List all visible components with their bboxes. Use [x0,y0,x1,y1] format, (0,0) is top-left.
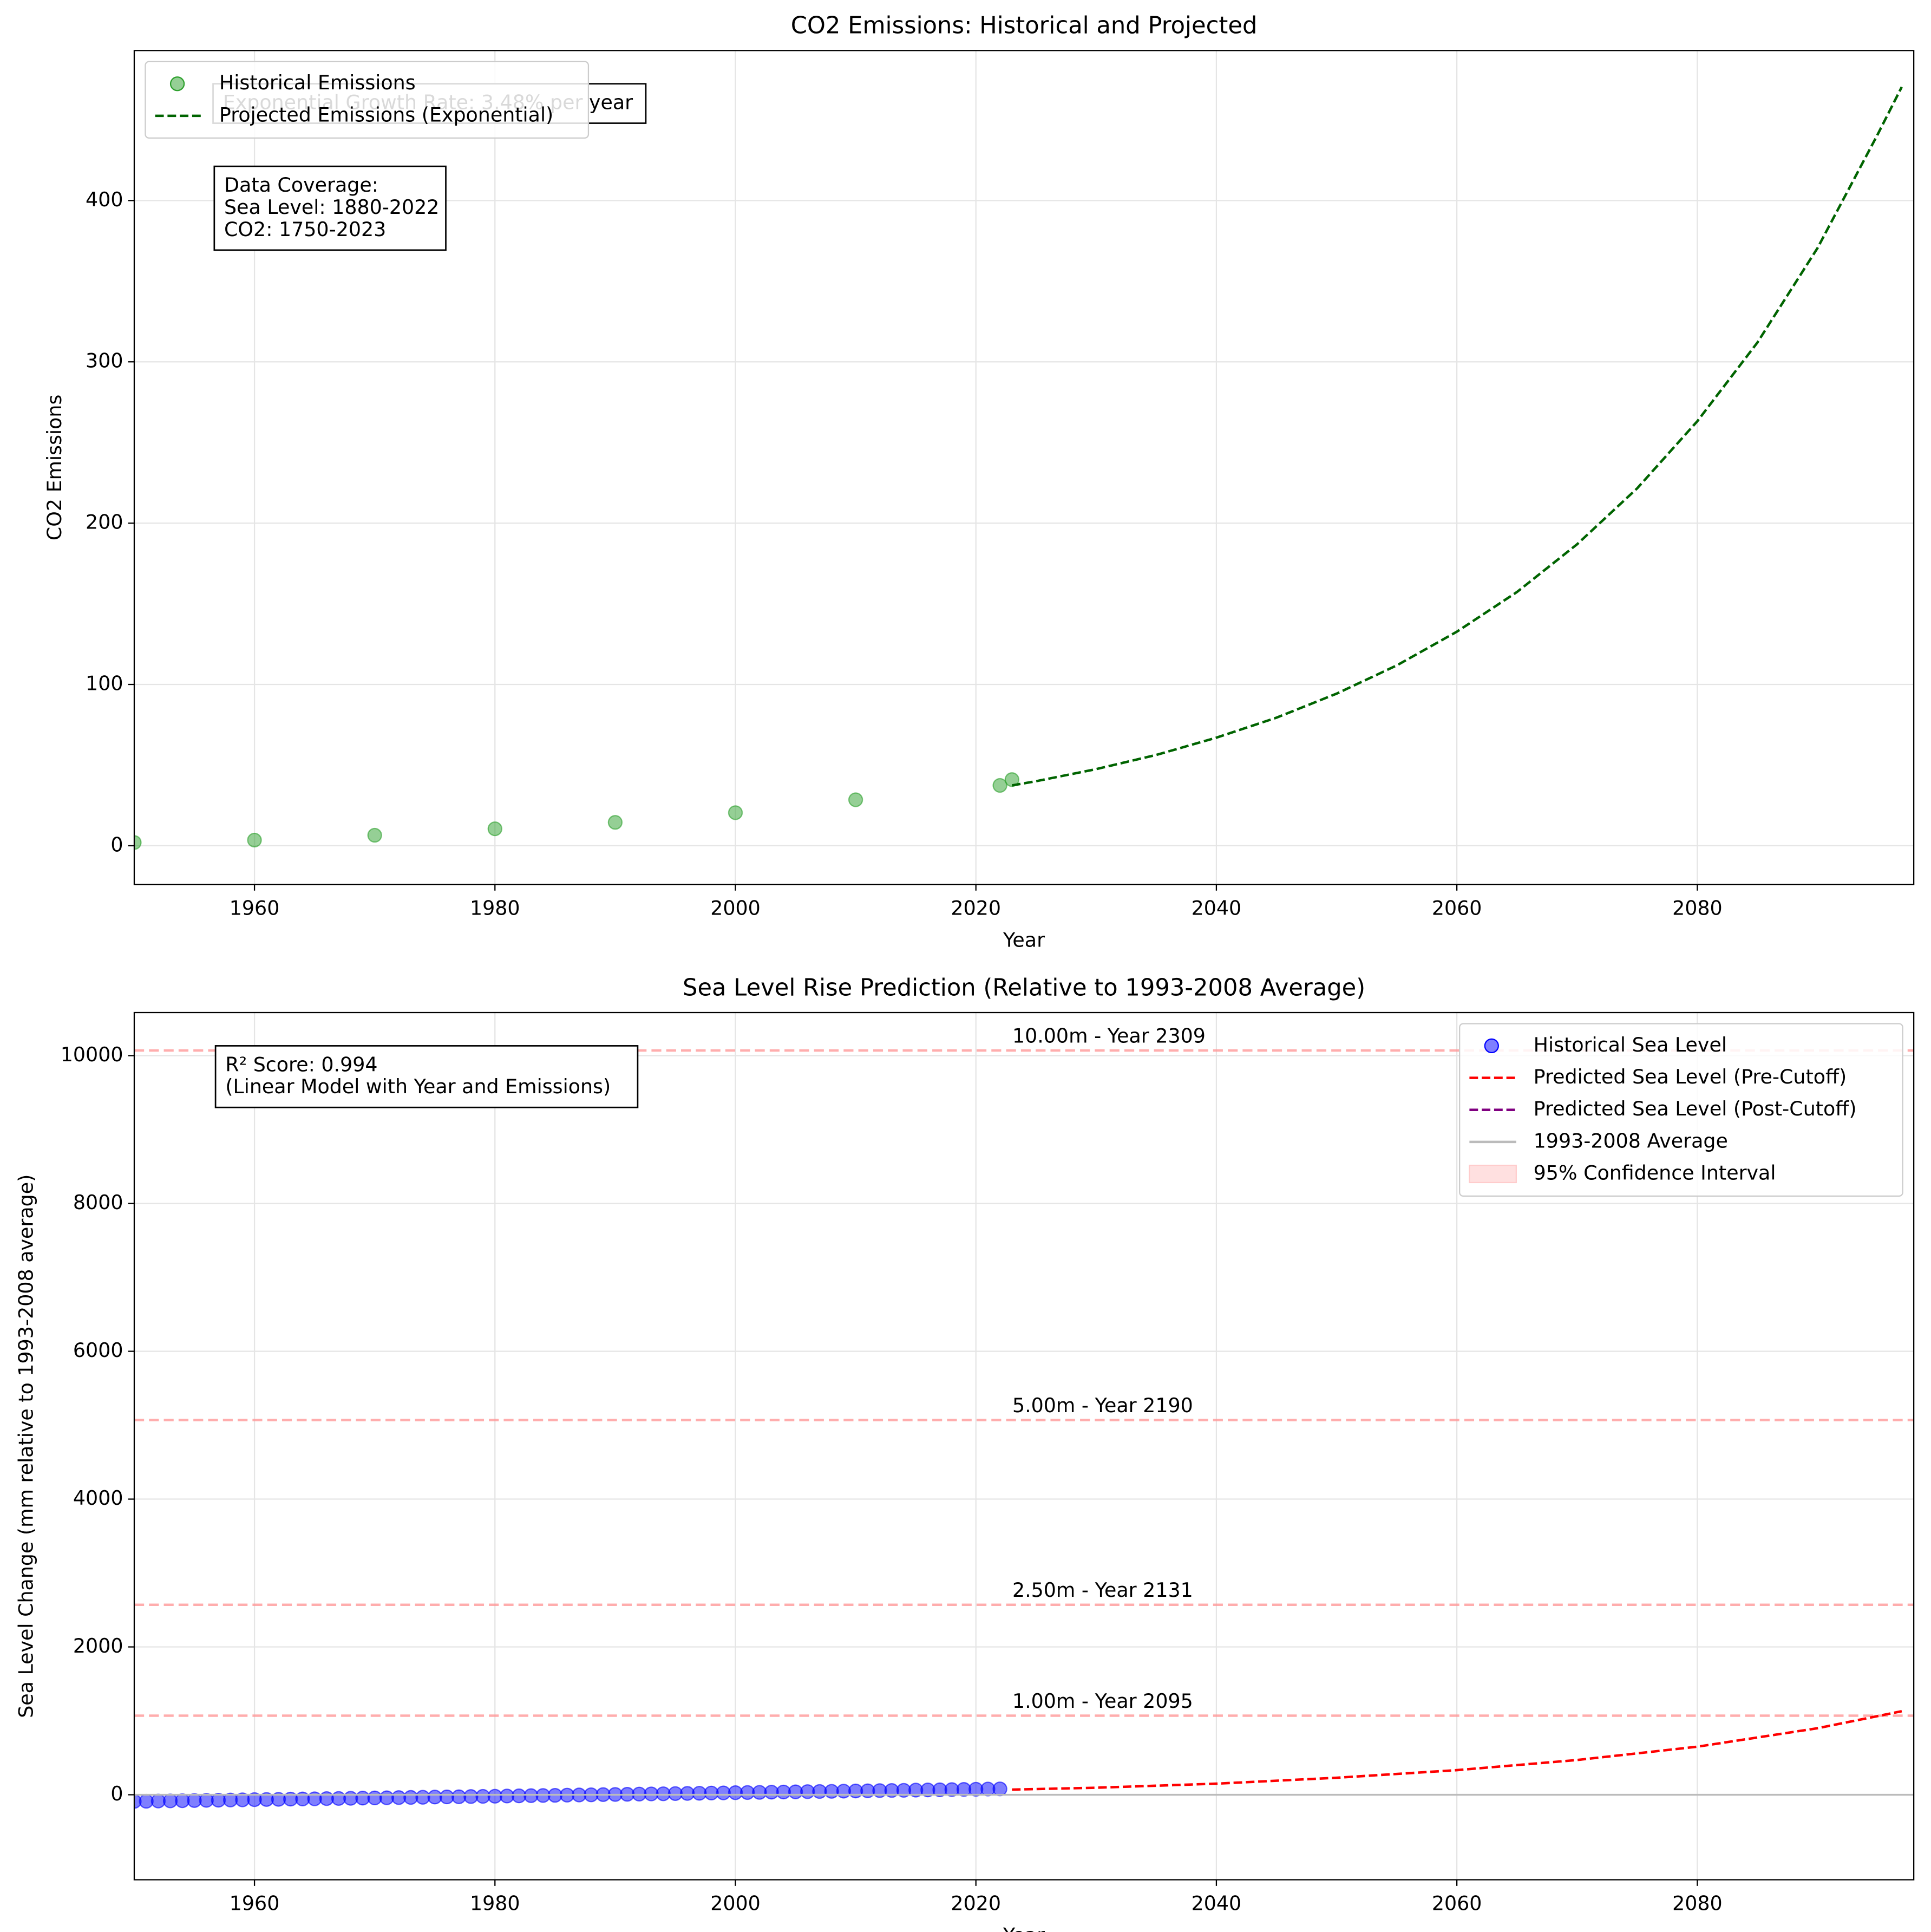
plot-frame [133,1011,1915,1881]
legend-label: Predicted Sea Level (Post-Cutoff) [1534,1097,1857,1120]
x-tick-label: 2020 [951,896,1001,919]
legend-marker [1469,1164,1517,1184]
y-tick-label: 0 [110,833,123,856]
y-tick-label: 2000 [73,1634,123,1657]
threshold-label: 1.00m - Year 2095 [1012,1689,1193,1713]
y-tick-label: 200 [86,511,123,534]
x-tick-label: 2000 [710,896,761,919]
x-tick-label: 2060 [1432,896,1482,919]
legend-label: 1993-2008 Average [1534,1129,1728,1152]
x-tick-label: 1980 [470,896,520,919]
legend-label: 95% Confidence Interval [1534,1161,1776,1184]
y-tick-label: 0 [110,1782,123,1805]
annotation-text: CO2: 1750-2023 [224,218,386,241]
point [487,821,502,837]
y-tick-label: 400 [86,188,123,211]
threshold-label: 2.50m - Year 2131 [1012,1578,1193,1602]
point [992,1781,1007,1797]
legend-label: Historical Emissions [219,71,416,94]
legend-box [145,61,590,139]
threshold-label: 5.00m - Year 2190 [1012,1394,1193,1417]
y-tick-label: 10000 [61,1043,123,1066]
chart-title: CO2 Emissions: Historical and Projected [791,12,1258,40]
point [367,827,382,843]
annotation-box [214,1045,639,1108]
chart: Sea Level Rise Prediction (Relative to 1… [15,974,1915,1932]
y-axis-label: CO2 Emissions [43,395,66,541]
point [848,792,863,807]
y-tick-label: 8000 [73,1191,123,1214]
x-axis-label: Year [1003,1924,1045,1932]
threshold-label: 10.00m - Year 2309 [1012,1024,1206,1047]
plot-area [134,86,1903,850]
line [1012,1710,1902,1791]
x-tick-label: 2040 [1192,1891,1242,1915]
legend-label: Projected Emissions (Exponential) [219,103,553,126]
x-tick-label: 2080 [1672,896,1723,919]
x-axis-label: Year [1003,929,1045,952]
x-tick-label: 2040 [1192,896,1242,919]
y-axis-label: Sea Level Change (mm relative to 1993-20… [15,1174,38,1718]
plot-area [134,1049,1914,1809]
annotation-text: Sea Level: 1880-2022 [224,195,439,219]
legend-marker [169,76,185,92]
legend-marker [1484,1038,1499,1054]
x-tick-label: 1960 [230,1891,280,1915]
legend-label: Predicted Sea Level (Pre-Cutoff) [1534,1065,1847,1088]
x-tick-label: 1980 [470,1891,520,1915]
legend-box [1459,1023,1903,1197]
y-tick-label: 300 [86,349,123,373]
y-tick-label: 100 [86,672,123,695]
point [134,835,142,850]
y-tick-label: 6000 [73,1339,123,1362]
x-tick-label: 2020 [951,1891,1001,1915]
chart: CO2 Emissions: Historical and Projected Y… [43,12,1915,952]
point [728,805,743,820]
annotation-text: R² Score: 0.994 [225,1053,377,1076]
y-tick-label: 4000 [73,1486,123,1510]
x-tick-label: 2000 [710,1891,761,1915]
legend-label: Historical Sea Level [1534,1033,1727,1056]
annotation-text: (Linear Model with Year and Emissions) [225,1075,611,1098]
line [1011,86,1903,787]
point [247,832,262,848]
plot-frame [133,50,1915,885]
x-tick-label: 2080 [1672,1891,1723,1915]
annotation-box [213,165,447,251]
point [992,778,1007,793]
chart-title: Sea Level Rise Prediction (Relative to 1… [683,974,1365,1001]
point [607,815,623,830]
x-tick-label: 2060 [1432,1891,1482,1915]
x-tick-label: 1960 [230,896,280,919]
point [1004,772,1019,787]
annotation-text: Data Coverage: [224,173,378,197]
